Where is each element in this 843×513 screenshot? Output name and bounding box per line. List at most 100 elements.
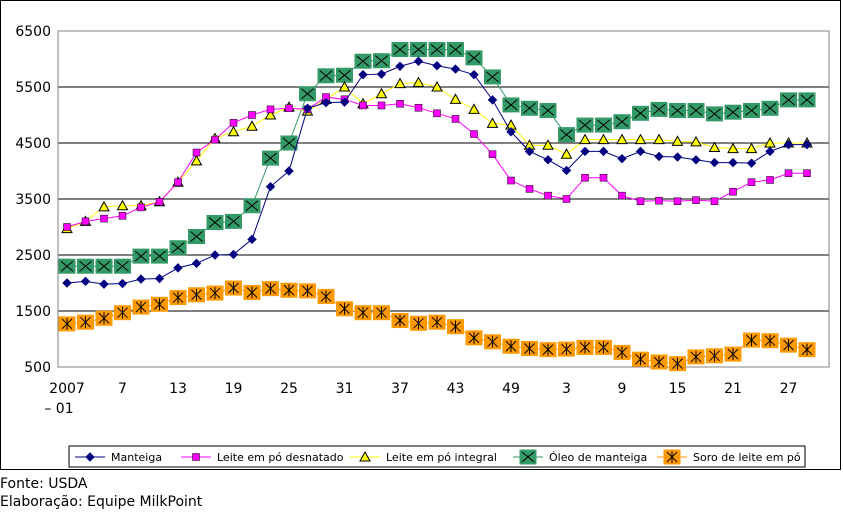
data-point [729, 187, 737, 196]
data-point [77, 258, 94, 274]
data-point [580, 146, 590, 157]
y-tick-label: 5500 [15, 80, 51, 96]
legend-label: Manteiga [111, 451, 162, 464]
x-tick-label: 2007 [49, 381, 85, 397]
data-point [635, 146, 646, 157]
data-point [469, 69, 479, 80]
data-point [375, 87, 388, 99]
data-point [227, 125, 240, 137]
data-point [132, 248, 150, 264]
data-point [691, 155, 701, 165]
data-point [449, 93, 462, 104]
data-point [488, 150, 497, 158]
y-tick-label: 4500 [15, 136, 51, 152]
legend-label: Soro de leite em pó [693, 451, 801, 464]
data-point [114, 258, 131, 274]
data-point [100, 214, 108, 223]
data-point [391, 313, 409, 329]
data-point [484, 69, 501, 85]
data-point [706, 348, 723, 364]
data-point [470, 130, 478, 138]
data-point [414, 103, 423, 112]
data-point [173, 263, 183, 273]
data-point [486, 117, 499, 128]
data-point [432, 61, 442, 71]
data-point [210, 250, 220, 260]
data-point [266, 105, 275, 114]
data-point [706, 106, 723, 122]
data-point [543, 155, 553, 165]
data-point [317, 288, 335, 304]
legend-marker [663, 449, 681, 465]
legend-marker [192, 453, 200, 461]
data-point [690, 135, 702, 147]
x-tick-label: 9 [618, 381, 627, 397]
data-point [155, 198, 164, 206]
data-point [285, 104, 293, 113]
data-point [206, 285, 224, 301]
data-point [650, 101, 668, 117]
data-point [669, 356, 686, 372]
x-tick-label: – 01 [44, 401, 73, 417]
series-group [58, 41, 816, 372]
data-point [358, 69, 368, 80]
data-point [562, 195, 571, 203]
data-point [687, 349, 705, 365]
data-point [669, 103, 686, 119]
data-point [58, 316, 76, 332]
data-point [728, 157, 738, 168]
data-point [428, 41, 446, 57]
data-point [299, 86, 316, 102]
data-point [413, 56, 424, 66]
x-tick-label: 15 [669, 381, 687, 397]
data-point [634, 133, 647, 145]
data-point [502, 338, 520, 354]
data-point [654, 151, 664, 162]
data-point [709, 157, 720, 168]
data-point [447, 41, 464, 57]
data-point [803, 169, 811, 177]
data-point [579, 133, 591, 145]
data-point [539, 342, 557, 358]
data-point [280, 135, 298, 151]
data-point [336, 301, 353, 317]
data-point [618, 191, 626, 200]
data-point [114, 305, 131, 321]
data-point [521, 100, 538, 116]
data-point [506, 127, 516, 137]
data-point [80, 276, 91, 287]
data-point [264, 108, 277, 120]
data-point [137, 203, 145, 212]
data-point [191, 258, 202, 269]
data-point [336, 67, 353, 83]
data-point [487, 95, 498, 105]
x-tick-label: 19 [225, 381, 243, 397]
y-tick-label: 1500 [15, 304, 51, 320]
data-point [243, 285, 261, 301]
data-point [542, 139, 554, 150]
data-point [597, 133, 610, 145]
data-point [299, 283, 316, 299]
x-tick-label: 49 [502, 381, 520, 397]
legend-box [68, 445, 806, 468]
data-point [247, 234, 257, 245]
data-point [783, 139, 794, 150]
data-point [188, 287, 205, 303]
data-point [98, 200, 110, 212]
data-point [265, 181, 276, 192]
x-tick-label: 7 [118, 381, 127, 397]
chart: 500 1500 2500 3500 4500 5500 6500 2007 – 01 7 13 1… [15, 24, 830, 468]
data-point [560, 148, 573, 159]
data-point [248, 111, 256, 119]
data-point [302, 103, 313, 113]
data-point [225, 213, 242, 229]
data-point [798, 342, 816, 358]
data-point [599, 173, 608, 182]
data-point [228, 249, 239, 260]
y-axis-ticks: 500 1500 2500 3500 4500 5500 6500 [15, 24, 51, 376]
data-point [524, 146, 535, 157]
data-point [394, 77, 406, 89]
data-point [117, 278, 128, 289]
x-tick-label: 25 [280, 381, 298, 397]
data-point [410, 41, 427, 57]
